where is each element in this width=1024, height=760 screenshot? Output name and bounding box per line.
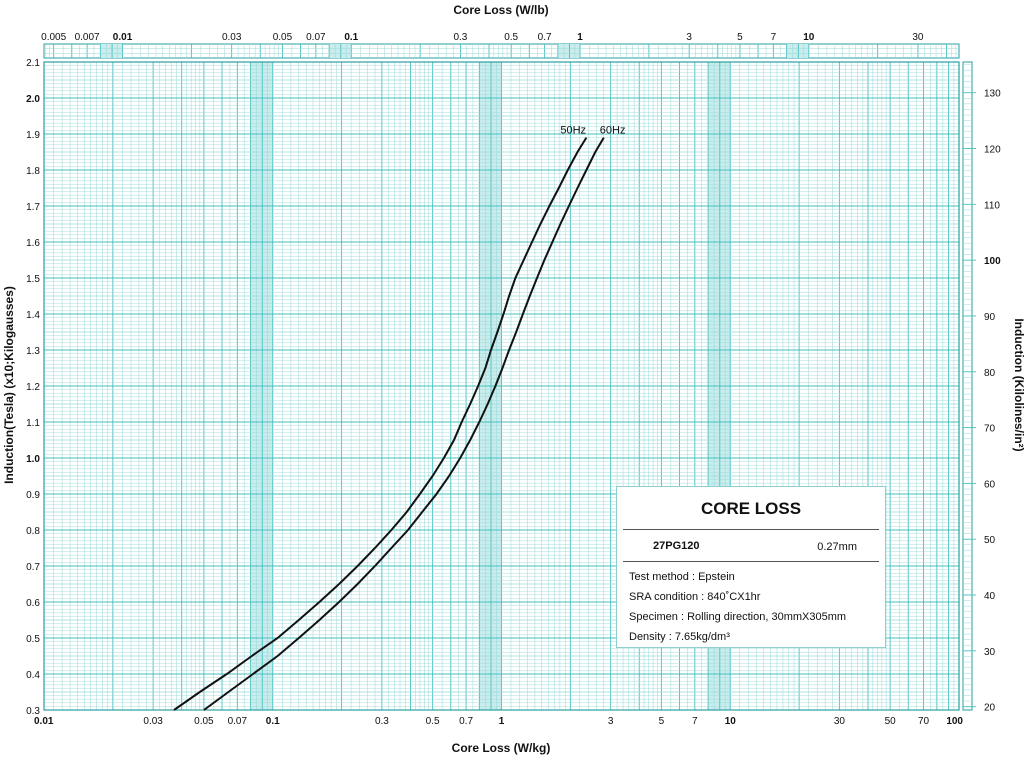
top-band xyxy=(557,44,581,58)
curve-label-60hz: 60Hz xyxy=(600,125,626,137)
y2-tick-label: 70 xyxy=(984,424,996,435)
info-box-divider xyxy=(623,561,879,562)
x-tick-label: 3 xyxy=(608,716,614,727)
x2-tick-label: 0.1 xyxy=(344,32,358,43)
left-axis-title: Induction(Tesla) (x10;Kilogausses) xyxy=(2,286,16,484)
x-tick-label: 0.5 xyxy=(426,716,440,727)
y-tick-label: 1.8 xyxy=(26,166,40,177)
x-tick-label: 1 xyxy=(499,716,505,727)
x2-tick-label: 0.03 xyxy=(222,32,242,43)
y-tick-label: 1.0 xyxy=(26,454,40,465)
y-tick-label: 0.3 xyxy=(26,706,40,717)
test-method: Test method : Epstein xyxy=(629,571,735,583)
x-tick-label: 0.7 xyxy=(459,716,473,727)
x2-tick-label: 0.07 xyxy=(306,32,326,43)
y-tick-label: 1.3 xyxy=(26,346,40,357)
x-tick-label: 0.07 xyxy=(228,716,248,727)
x2-tick-label: 0.5 xyxy=(504,32,518,43)
y2-tick-label: 100 xyxy=(984,256,1001,267)
x2-tick-label: 1 xyxy=(577,32,583,43)
x2-tick-label: 0.01 xyxy=(113,32,133,43)
y2-tick-label: 110 xyxy=(984,200,1000,211)
x2-tick-label: 10 xyxy=(803,32,815,43)
x-tick-label: 30 xyxy=(834,716,846,727)
info-box-title: CORE LOSS xyxy=(700,499,802,518)
y-tick-label: 1.5 xyxy=(26,274,40,285)
y2-tick-label: 60 xyxy=(984,479,996,490)
y-tick-label: 2.1 xyxy=(26,58,40,69)
curve-label-50hz: 50Hz xyxy=(560,125,586,137)
x2-tick-label: 0.7 xyxy=(538,32,552,43)
bottom-axis-title: Core Loss (W/kg) xyxy=(452,741,551,755)
x2-tick-label: 3 xyxy=(686,32,692,43)
info-box-divider xyxy=(623,529,879,530)
curve-50hz xyxy=(173,137,588,711)
y-tick-label: 2.0 xyxy=(26,94,40,105)
y-tick-label: 0.5 xyxy=(26,634,40,645)
top-band xyxy=(100,44,123,58)
x-tick-label: 70 xyxy=(918,716,930,727)
y-tick-label: 0.9 xyxy=(26,490,40,501)
y-tick-label: 1.6 xyxy=(26,238,40,249)
x-tick-label: 0.3 xyxy=(375,716,389,727)
right-axis-title: Induction (Kilolines/in²) xyxy=(1012,318,1024,451)
grid-lines xyxy=(43,61,960,711)
y2-tick-label: 130 xyxy=(984,89,1001,100)
x-tick-label: 0.05 xyxy=(194,716,214,727)
x-tick-label: 50 xyxy=(885,716,897,727)
y2-tick-label: 50 xyxy=(984,535,996,546)
tick-labels: 0.01 0.03 0.05 0.07 0.1 0.3 0.5 0.7 1 3 5 7 10 30 50 70… xyxy=(26,32,1001,727)
y2-tick-label: 30 xyxy=(984,647,996,658)
x-tick-label: 10 xyxy=(725,716,737,727)
curves: 50Hz 60Hz xyxy=(173,125,626,711)
density: Density : 7.65kg/dm³ xyxy=(629,631,730,643)
y-tick-label: 1.4 xyxy=(26,310,40,321)
y2-tick-label: 90 xyxy=(984,312,996,323)
plot-frame xyxy=(43,61,960,711)
y-tick-label: 1.1 xyxy=(26,418,40,429)
y2-tick-label: 40 xyxy=(984,591,996,602)
y2-tick-label: 80 xyxy=(984,368,996,379)
top-axis-title: Core Loss (W/lb) xyxy=(453,3,548,17)
x-tick-label: 0.03 xyxy=(143,716,163,727)
y-tick-label: 1.7 xyxy=(26,202,40,213)
y-tick-label: 1.9 xyxy=(26,130,40,141)
x2-tick-label: 30 xyxy=(912,32,924,43)
top-band xyxy=(786,44,809,58)
x2-tick-label: 0.005 xyxy=(41,32,66,43)
x2-tick-label: 0.3 xyxy=(453,32,467,43)
x-tick-label: 0.01 xyxy=(34,716,54,727)
y-tick-label: 1.2 xyxy=(26,382,40,393)
x2-tick-label: 0.05 xyxy=(273,32,293,43)
y2-tick-label: 120 xyxy=(984,145,1001,156)
x2-tick-label: 0.007 xyxy=(75,32,100,43)
specimen: Specimen : Rolling direction, 30mmX305mm xyxy=(629,611,847,623)
y2-tick-label: 20 xyxy=(984,703,996,714)
sra-condition: SRA condition : 840˚CX1hr xyxy=(629,591,761,603)
x-tick-label: 100 xyxy=(946,716,963,727)
right-strip-frame xyxy=(962,61,973,711)
x-tick-label: 5 xyxy=(659,716,665,727)
core-loss-info-box: CORE LOSS 27PG120 0.27mm Test method : E… xyxy=(616,486,886,648)
y-tick-label: 0.6 xyxy=(26,598,40,609)
curve-60hz xyxy=(203,137,605,711)
top-strip-frame xyxy=(43,43,960,59)
x2-tick-label: 7 xyxy=(771,32,777,43)
top-axis-strip xyxy=(43,43,960,59)
x-tick-label: 0.1 xyxy=(266,716,280,727)
y-tick-label: 0.7 xyxy=(26,562,40,573)
material-thickness: 0.27mm xyxy=(817,541,857,553)
y-tick-label: 0.8 xyxy=(26,526,40,537)
top-band xyxy=(329,44,352,58)
material-grade: 27PG120 xyxy=(653,540,700,552)
x2-tick-label: 5 xyxy=(737,32,743,43)
y-tick-label: 0.4 xyxy=(26,670,40,681)
right-axis-strip xyxy=(962,61,976,711)
x-tick-label: 7 xyxy=(692,716,698,727)
